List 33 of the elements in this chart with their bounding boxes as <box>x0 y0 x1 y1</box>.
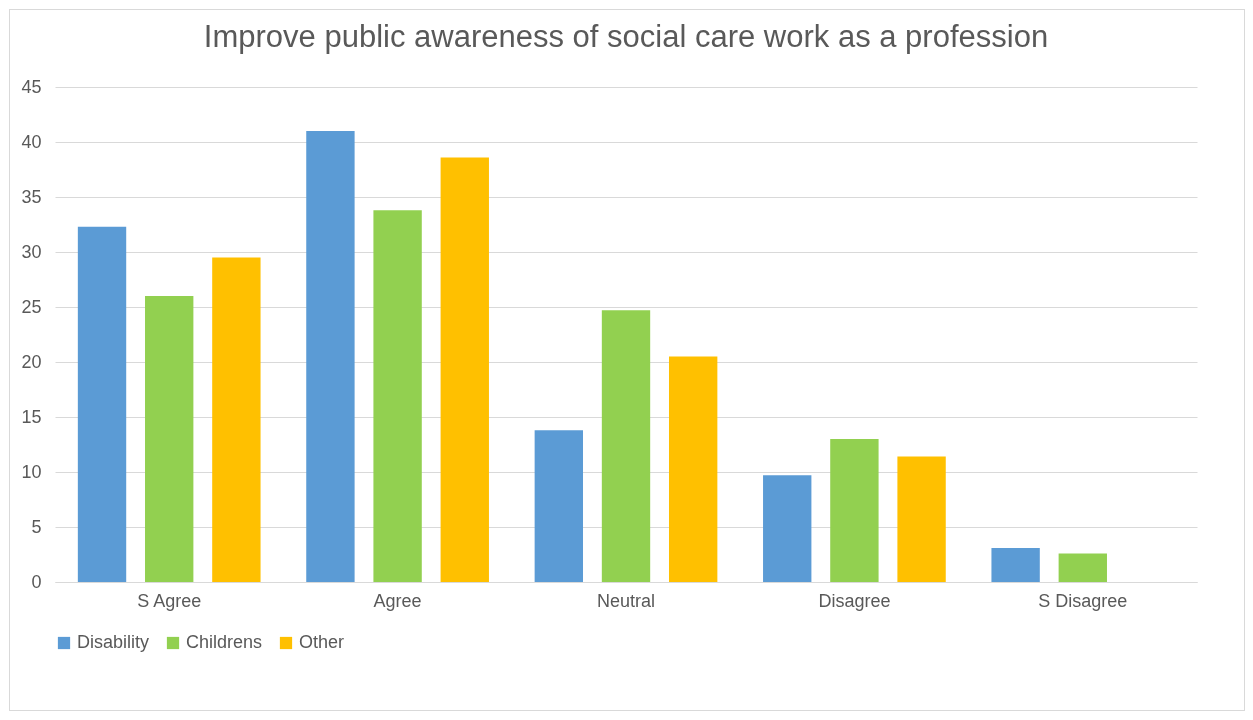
legend-label: Childrens <box>186 632 263 652</box>
y-tick-label: 45 <box>21 76 42 97</box>
y-tick-label: 5 <box>31 516 42 537</box>
bar <box>991 547 1040 582</box>
y-tick-label: 30 <box>21 241 42 262</box>
bar <box>668 356 718 582</box>
bar <box>212 257 261 582</box>
x-tick-label: Disagree <box>818 590 891 611</box>
bar <box>145 296 194 582</box>
y-tick-label: 35 <box>21 186 42 207</box>
x-tick-label: S Disagree <box>1038 590 1128 611</box>
bar <box>77 226 127 582</box>
bar <box>897 456 946 582</box>
legend-label: Disability <box>77 632 150 652</box>
legend-label: Other <box>299 632 345 652</box>
y-tick-label: 15 <box>21 406 42 427</box>
y-tick-label: 0 <box>31 571 42 592</box>
y-tick-label: 40 <box>21 131 42 152</box>
bar <box>534 430 584 582</box>
bar <box>601 310 651 582</box>
bar <box>763 475 812 582</box>
y-tick-label: 20 <box>21 351 42 372</box>
y-tick-label: 25 <box>21 296 42 317</box>
x-tick-label: Agree <box>373 590 422 611</box>
y-tick-label: 10 <box>21 461 42 482</box>
bar <box>373 210 422 582</box>
chart-title: Improve public awareness of social care work as a profession <box>203 19 1049 54</box>
bar <box>440 157 489 582</box>
bar <box>830 439 879 582</box>
bar <box>1058 553 1107 582</box>
x-tick-label: Neutral <box>596 590 656 611</box>
bar <box>306 131 355 582</box>
x-tick-label: S Agree <box>137 590 202 611</box>
